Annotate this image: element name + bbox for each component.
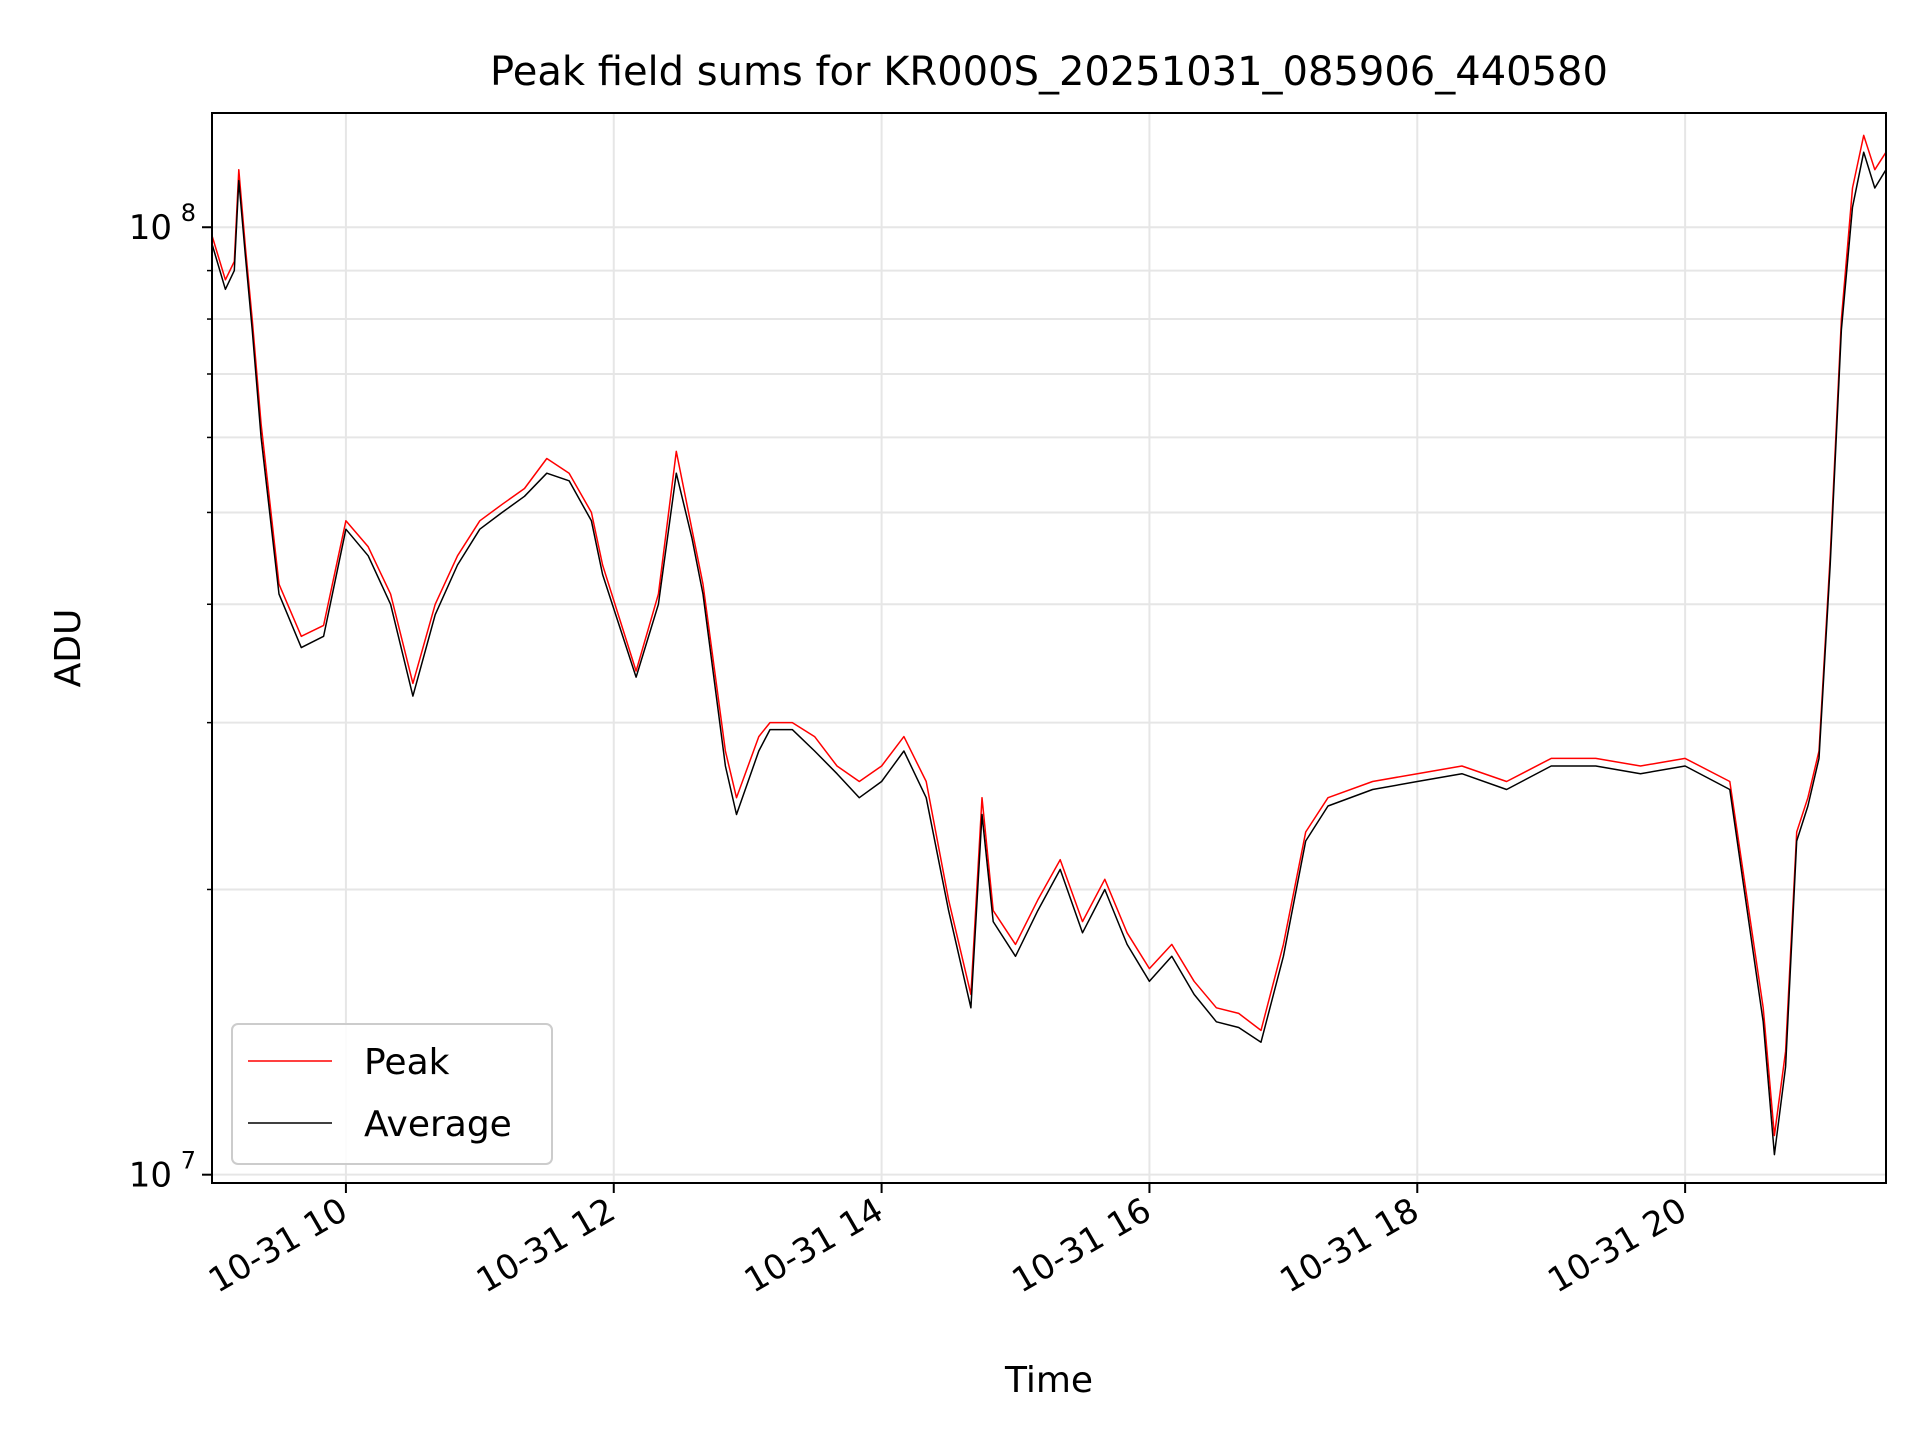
y-tick-label: 10 xyxy=(129,208,172,248)
series-line-peak xyxy=(211,134,1887,1137)
legend-label-average: Average xyxy=(364,1104,512,1145)
x-axis-label: Time xyxy=(1004,1360,1093,1401)
legend-box xyxy=(231,1023,553,1165)
legend: Peak Average xyxy=(231,1023,553,1165)
chart-title: Peak field sums for KR000S_20251031_0859… xyxy=(490,49,1608,95)
series-lines xyxy=(211,134,1887,1156)
y-tick-label-exponent: 8 xyxy=(181,199,196,227)
y-tick-label: 10 xyxy=(129,1156,172,1196)
series-line-average xyxy=(211,151,1887,1156)
grid-lines xyxy=(212,113,1886,1183)
y-axis-label: ADU xyxy=(48,609,89,688)
plot-frame xyxy=(211,112,1887,1184)
y-tick-label-exponent: 7 xyxy=(181,1147,196,1175)
legend-label-peak: Peak xyxy=(364,1042,450,1083)
